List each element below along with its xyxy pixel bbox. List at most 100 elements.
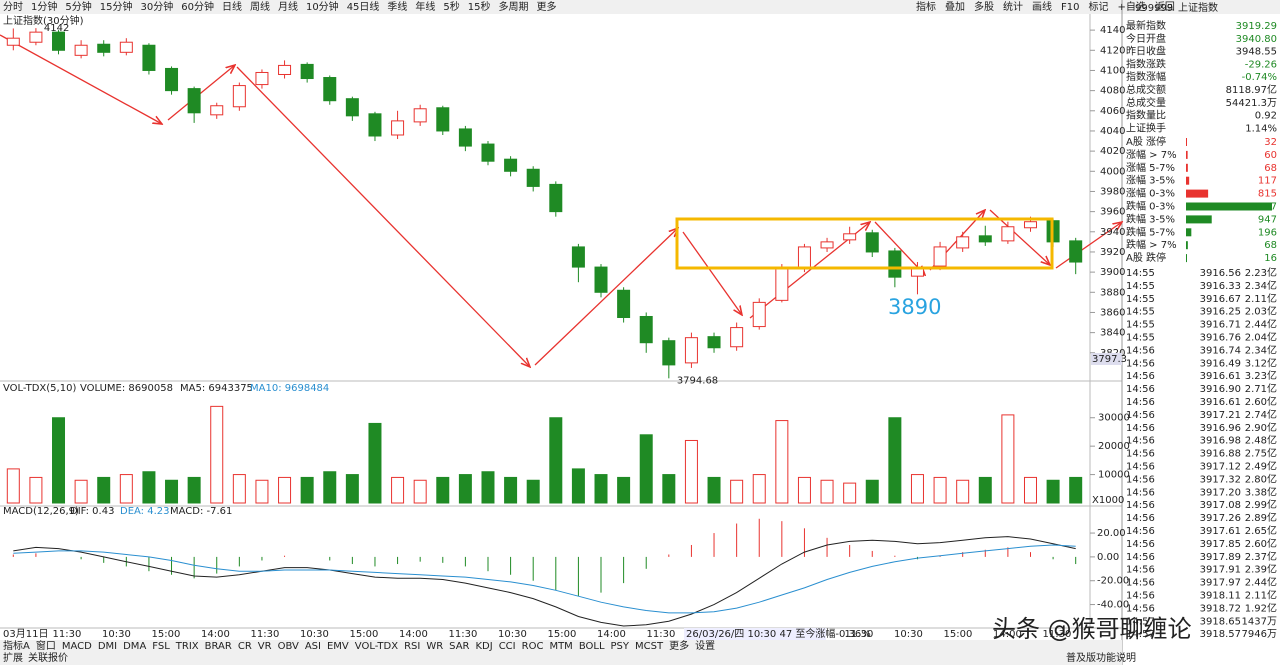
macd-header: DEA: 4.23 <box>120 506 170 517</box>
candle-body <box>278 64 292 75</box>
volume-bar <box>323 471 337 504</box>
volume-bar <box>210 405 224 504</box>
indicator-tab[interactable]: EMV <box>327 641 349 652</box>
indicator-tab[interactable]: VR <box>258 641 272 652</box>
tool-button[interactable]: 返回 <box>1155 1 1175 13</box>
indicator-tab[interactable]: SAR <box>449 641 469 652</box>
indicator-tab[interactable]: OBV <box>278 641 299 652</box>
period-button[interactable]: 周线 <box>250 0 270 13</box>
trade-price: 3917.91 <box>1200 565 1241 576</box>
y-tick-label: 20.00 <box>1097 528 1126 539</box>
indicator-tab[interactable]: 窗口 <box>36 639 56 652</box>
indicator-tab[interactable]: CCI <box>499 641 516 652</box>
volume-bar <box>119 474 133 504</box>
y-tick-label: 3860 <box>1100 307 1125 318</box>
indicator-tab[interactable]: BOLL <box>579 641 605 652</box>
period-button[interactable]: 1分钟 <box>31 0 57 13</box>
x-tick-label: 10:30 <box>498 629 527 640</box>
trade-time: 14:56 <box>1126 423 1155 434</box>
tool-button[interactable]: 标记 <box>1088 1 1108 13</box>
trade-volume: 2.99亿 <box>1245 498 1277 511</box>
indicator-tab[interactable]: ROC <box>522 641 544 652</box>
indicator-tab[interactable]: WR <box>426 641 443 652</box>
stock-code: 999999 <box>1135 3 1173 14</box>
period-button[interactable]: 日线 <box>222 0 242 13</box>
trade-volume: 3.12亿 <box>1245 356 1277 369</box>
breadth-value: 60 <box>1264 150 1277 161</box>
volume-bar <box>662 474 676 504</box>
period-button[interactable]: 10分钟 <box>306 0 339 13</box>
tool-button[interactable]: F10 <box>1061 2 1079 13</box>
period-button[interactable]: 5秒 <box>443 0 459 13</box>
y-tick-label: 3920 <box>1100 247 1125 258</box>
period-button[interactable]: 30分钟 <box>140 0 173 13</box>
tool-button[interactable]: 统计 <box>1003 0 1023 13</box>
trade-volume: 2.04亿 <box>1245 331 1277 344</box>
indicator-tab[interactable]: MCST <box>635 641 664 652</box>
trade-price: 3916.49 <box>1200 358 1241 369</box>
trade-volume: 2.60亿 <box>1245 395 1277 408</box>
breadth-label: 涨幅 3-5% <box>1126 174 1175 187</box>
volume-bar <box>97 476 111 504</box>
tool-button[interactable]: 叠加 <box>945 1 965 13</box>
indicator-tab[interactable]: 指标A <box>3 639 30 652</box>
trade-price: 3917.89 <box>1200 552 1241 563</box>
trade-time: 14:56 <box>1126 591 1155 602</box>
volume-bar <box>956 479 970 504</box>
volume-bar <box>775 420 789 504</box>
quote-value: 8118.97亿 <box>1226 83 1277 96</box>
indicator-tab[interactable]: PSY <box>611 641 630 652</box>
x-tick-label: 15:00 <box>152 629 181 640</box>
volume-bar <box>910 474 924 504</box>
trade-volume: 7946万 <box>1242 629 1277 640</box>
candle-body <box>323 77 337 102</box>
trade-price: 3917.97 <box>1200 578 1241 589</box>
indicator-tab[interactable]: KDJ <box>475 641 492 652</box>
period-button[interactable]: 更多 <box>537 0 557 13</box>
volume-bar <box>843 482 857 504</box>
indicator-tab[interactable]: FSL <box>152 641 170 652</box>
footer-link[interactable]: 扩展 <box>3 651 23 664</box>
x-tick-label: 11:30 <box>53 629 82 640</box>
bottom-label: 3797.3 <box>1092 354 1127 365</box>
x-tick-label: 14:00 <box>993 629 1022 640</box>
candle-body <box>1069 240 1083 263</box>
indicator-tab[interactable]: CR <box>238 641 252 652</box>
period-button[interactable]: 45日线 <box>347 0 380 13</box>
y-tick-label: 4080 <box>1100 86 1125 97</box>
period-button[interactable]: 5分钟 <box>65 0 91 13</box>
trade-price: 3917.21 <box>1200 410 1241 421</box>
volume-bar <box>684 439 698 504</box>
tool-button[interactable]: +自选 <box>1117 0 1145 13</box>
indicator-tab[interactable]: MACD <box>62 641 92 652</box>
period-button[interactable]: 分时 <box>3 1 23 13</box>
indicator-tab[interactable]: DMI <box>98 641 117 652</box>
period-button[interactable]: 多周期 <box>499 0 529 13</box>
indicator-tab[interactable]: BRAR <box>205 641 232 652</box>
period-button[interactable]: 15秒 <box>468 0 491 13</box>
tool-button[interactable]: 指标 <box>916 0 936 13</box>
period-button[interactable]: 月线 <box>278 0 298 13</box>
footer-link[interactable]: 关联报价 <box>28 651 68 664</box>
indicator-tab[interactable]: RSI <box>404 641 420 652</box>
indicator-tab[interactable]: 设置 <box>695 640 715 652</box>
indicator-tab[interactable]: DMA <box>123 641 146 652</box>
indicator-tab[interactable]: VOL-TDX <box>355 641 398 652</box>
indicator-tab[interactable]: MTM <box>549 641 572 652</box>
stock-name: 上证指数 <box>1178 1 1218 14</box>
indicator-tab[interactable]: 更多 <box>669 639 689 652</box>
period-button[interactable]: 60分钟 <box>181 0 214 13</box>
period-button[interactable]: 15分钟 <box>100 0 133 13</box>
trade-volume: 2.71亿 <box>1245 382 1277 395</box>
indicator-tab[interactable]: ASI <box>305 641 321 652</box>
trade-volume: 2.48亿 <box>1245 434 1277 447</box>
help-link[interactable]: 普及版功能说明 <box>1066 651 1136 664</box>
tool-button[interactable]: 画线 <box>1032 0 1052 13</box>
trade-time: 14:56 <box>1126 474 1155 485</box>
y-tick-label: 4140 <box>1100 25 1125 36</box>
tool-button[interactable]: 多股 <box>974 0 994 13</box>
period-button[interactable]: 季线 <box>387 0 407 13</box>
indicator-tab[interactable]: TRIX <box>175 641 199 652</box>
period-button[interactable]: 年线 <box>415 0 435 13</box>
